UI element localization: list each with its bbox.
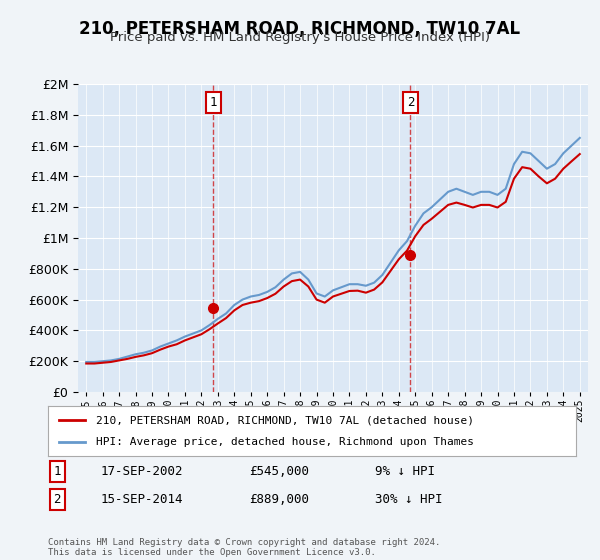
Text: 1: 1	[53, 465, 61, 478]
Text: HPI: Average price, detached house, Richmond upon Thames: HPI: Average price, detached house, Rich…	[95, 437, 473, 447]
Text: 210, PETERSHAM ROAD, RICHMOND, TW10 7AL (detached house): 210, PETERSHAM ROAD, RICHMOND, TW10 7AL …	[95, 415, 473, 425]
Text: 17-SEP-2002: 17-SEP-2002	[101, 465, 184, 478]
Text: Price paid vs. HM Land Registry's House Price Index (HPI): Price paid vs. HM Land Registry's House …	[110, 31, 490, 44]
Text: 1: 1	[209, 96, 217, 109]
Text: £545,000: £545,000	[248, 465, 308, 478]
Text: £889,000: £889,000	[248, 493, 308, 506]
Text: 2: 2	[53, 493, 61, 506]
Text: 9% ↓ HPI: 9% ↓ HPI	[376, 465, 436, 478]
Text: 15-SEP-2014: 15-SEP-2014	[101, 493, 184, 506]
Text: Contains HM Land Registry data © Crown copyright and database right 2024.
This d: Contains HM Land Registry data © Crown c…	[48, 538, 440, 557]
Text: 210, PETERSHAM ROAD, RICHMOND, TW10 7AL: 210, PETERSHAM ROAD, RICHMOND, TW10 7AL	[79, 20, 521, 38]
Text: 30% ↓ HPI: 30% ↓ HPI	[376, 493, 443, 506]
Text: 2: 2	[407, 96, 414, 109]
